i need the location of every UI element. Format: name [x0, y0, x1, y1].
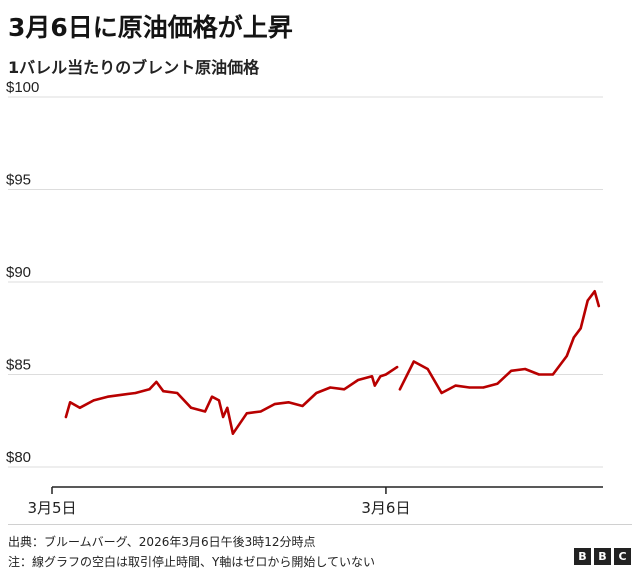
price-point: [329, 386, 332, 389]
price-point: [301, 404, 304, 408]
price-point: [454, 384, 457, 387]
price-point: [379, 375, 382, 378]
price-point: [440, 391, 443, 395]
axis-note: 注：線グラフの空白は取引停止時間、Y軸はゼロから開始していない: [8, 555, 375, 569]
price-point: [162, 390, 165, 393]
chart-subtitle: 1バレル当たりのブレント原油価格: [8, 58, 260, 77]
footer-divider: [8, 524, 632, 525]
price-point: [69, 401, 72, 404]
x-axis: 3月5日 3月6日: [27, 486, 603, 517]
price-point: [315, 391, 318, 395]
price-line-segment: [398, 290, 601, 395]
price-point: [468, 386, 471, 389]
price-point: [176, 391, 179, 395]
price-point: [597, 304, 600, 308]
grid-lines: [8, 96, 603, 468]
price-point: [398, 388, 401, 391]
price-point: [551, 373, 555, 376]
price-point: [134, 391, 137, 395]
price-point: [579, 327, 582, 330]
price-point: [426, 367, 429, 371]
price-point: [572, 336, 575, 339]
price-point: [273, 403, 276, 406]
source-note: 出典：ブルームバーグ、2026年3月6日午後3時12分時点: [8, 535, 316, 549]
price-point: [373, 384, 376, 387]
bbc-logo: B B C: [574, 548, 631, 565]
price-point: [482, 386, 485, 389]
price-point: [92, 399, 95, 402]
price-point: [64, 415, 67, 419]
y-axis-tick-labels: $80 $85 $90 $95 $100: [6, 80, 39, 466]
price-point: [343, 388, 346, 391]
price-point: [245, 412, 248, 415]
price-point: [148, 388, 151, 391]
price-point: [78, 406, 81, 409]
price-point: [537, 373, 541, 376]
price-point: [396, 366, 399, 369]
price-point: [357, 378, 360, 382]
y-tick-label: $90: [6, 264, 31, 281]
price-point: [217, 399, 221, 402]
chart-footer: 出典：ブルームバーグ、2026年3月6日午後3時12分時点 注：線グラフの空白は…: [0, 524, 640, 579]
bbc-logo-letter: C: [614, 548, 631, 565]
price-point: [370, 375, 374, 378]
price-point: [412, 360, 415, 363]
price-point: [155, 380, 158, 383]
bbc-logo-letter: B: [594, 548, 611, 565]
price-point: [190, 406, 193, 409]
price-point: [586, 299, 589, 302]
price-point: [210, 395, 214, 398]
x-tick-label: 3月6日: [361, 499, 410, 517]
price-point: [226, 406, 229, 409]
y-tick-label: $80: [6, 449, 31, 466]
price-point: [287, 401, 290, 404]
y-tick-label: $85: [6, 357, 31, 374]
brent-price-line-chart: $80 $85 $90 $95 $100 3月5日 3月6日: [6, 80, 603, 517]
price-line-segment: [64, 365, 399, 436]
price-point: [510, 369, 513, 372]
bbc-logo-letter: B: [574, 548, 591, 565]
price-point: [222, 415, 225, 419]
price-point: [259, 410, 262, 413]
price-point: [524, 367, 527, 371]
price-series: [64, 290, 601, 436]
y-tick-label: $100: [6, 80, 39, 96]
price-point: [384, 373, 387, 376]
price-point: [231, 432, 234, 435]
price-point: [106, 395, 109, 398]
price-point: [565, 354, 568, 358]
y-tick-label: $95: [6, 172, 31, 189]
price-point: [593, 290, 596, 293]
chart-title: 3月6日に原油価格が上昇: [8, 13, 293, 42]
x-tick-label: 3月5日: [27, 499, 76, 517]
price-point: [204, 410, 207, 413]
price-point: [496, 382, 499, 385]
price-point: [120, 393, 123, 396]
